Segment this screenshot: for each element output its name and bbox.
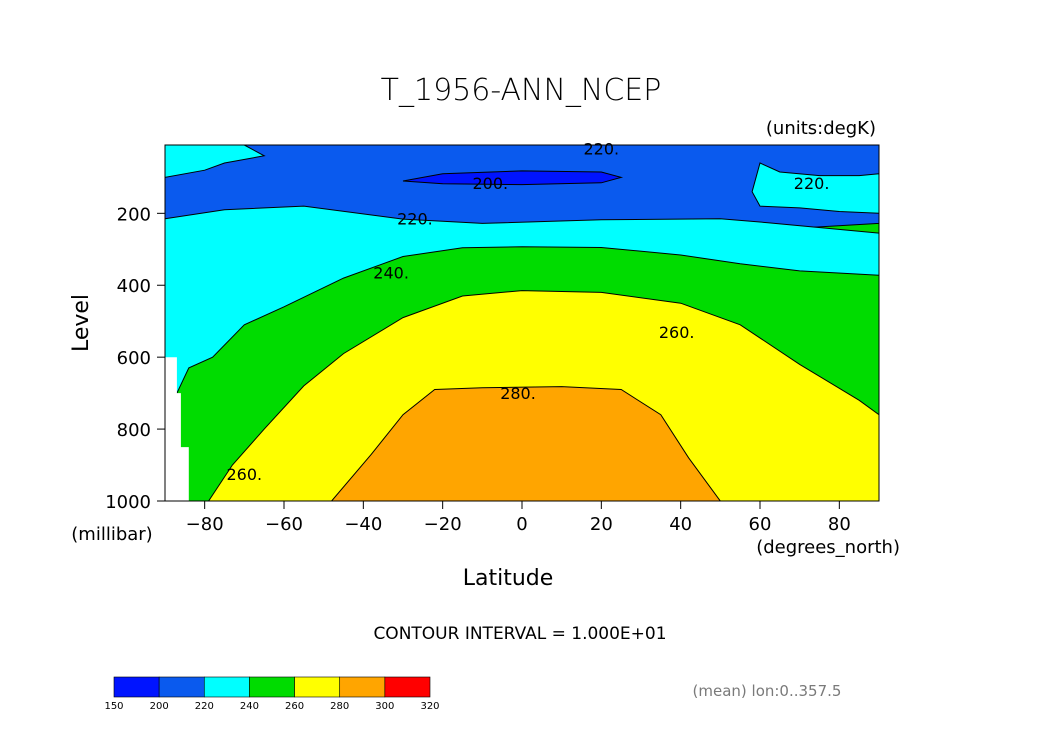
x-tick-label: 40 bbox=[669, 514, 692, 535]
chart-title: T_1956-ANN_NCEP bbox=[381, 73, 662, 108]
contour-label-1: 200. bbox=[472, 174, 508, 193]
contour-band-4 bbox=[330, 386, 721, 501]
colorbar-tick-label: 260 bbox=[285, 701, 304, 712]
missing-data-area bbox=[165, 357, 189, 501]
x-axis-units: (degrees_north) bbox=[756, 537, 900, 558]
x-tick-label: −60 bbox=[265, 514, 303, 535]
colorbar-tick-label: 220 bbox=[195, 701, 214, 712]
y-axis-units: (millibar) bbox=[71, 524, 152, 545]
colorbar-tick-label: 300 bbox=[375, 701, 394, 712]
contour-label-4: 240. bbox=[373, 264, 409, 283]
y-tick-label: 600 bbox=[117, 348, 151, 369]
x-tick-label: −40 bbox=[344, 514, 382, 535]
contour-label-6: 280. bbox=[500, 384, 536, 403]
footnote-text: (mean) lon:0..357.5 bbox=[693, 682, 842, 700]
contour-label-0: 220. bbox=[583, 140, 619, 159]
colorbar-tick-label: 280 bbox=[330, 701, 349, 712]
y-tick-label: 800 bbox=[117, 420, 151, 441]
contour-label-7: 260. bbox=[226, 465, 262, 484]
y-tick-label: 1000 bbox=[105, 492, 151, 513]
contour-label-3: 220. bbox=[397, 210, 433, 229]
contour-band-5 bbox=[402, 170, 624, 186]
x-tick-label: 20 bbox=[590, 514, 613, 535]
x-tick-label: −80 bbox=[186, 514, 224, 535]
colorbar: 150 200 220 240 260 280 300 320 bbox=[104, 676, 440, 712]
x-tick-label: 60 bbox=[749, 514, 772, 535]
colorbar-segment bbox=[203, 676, 250, 698]
colorbar-tick-label: 320 bbox=[420, 701, 439, 712]
y-axis-title: Level bbox=[69, 294, 94, 352]
plot-area: 220. 200. 220. 220. 240. 260. 280. 260. bbox=[164, 140, 880, 502]
x-tick-label: 80 bbox=[828, 514, 851, 535]
x-tick-label: 0 bbox=[516, 514, 527, 535]
contour-label-5: 260. bbox=[659, 323, 695, 342]
x-axis-title: Latitude bbox=[463, 566, 554, 591]
colorbar-segment bbox=[384, 676, 431, 698]
colorbar-tick-label: 200 bbox=[150, 701, 169, 712]
x-tick-label: −20 bbox=[424, 514, 462, 535]
colorbar-segment bbox=[158, 676, 205, 698]
contour-band-6 bbox=[751, 162, 879, 214]
y-tick-label: 400 bbox=[117, 276, 151, 297]
contour-label-2: 220. bbox=[794, 174, 830, 193]
contour-interval-text: CONTOUR INTERVAL = 1.000E+01 bbox=[373, 624, 666, 644]
units-label: (units:degK) bbox=[766, 118, 876, 139]
colorbar-segment bbox=[113, 676, 160, 698]
contour-band-7 bbox=[165, 145, 266, 178]
y-tick-label: 200 bbox=[117, 204, 151, 225]
y-axis-ticks: 200 400 600 800 1000 bbox=[105, 204, 165, 513]
x-axis-ticks: −80 −60 −40 −20 0 20 40 60 80 bbox=[186, 501, 851, 535]
colorbar-segment bbox=[249, 676, 295, 698]
colorbar-tick-label: 150 bbox=[104, 701, 123, 712]
colorbar-tick-label: 240 bbox=[240, 701, 259, 712]
colorbar-segment bbox=[294, 676, 341, 698]
colorbar-segment bbox=[339, 676, 386, 698]
